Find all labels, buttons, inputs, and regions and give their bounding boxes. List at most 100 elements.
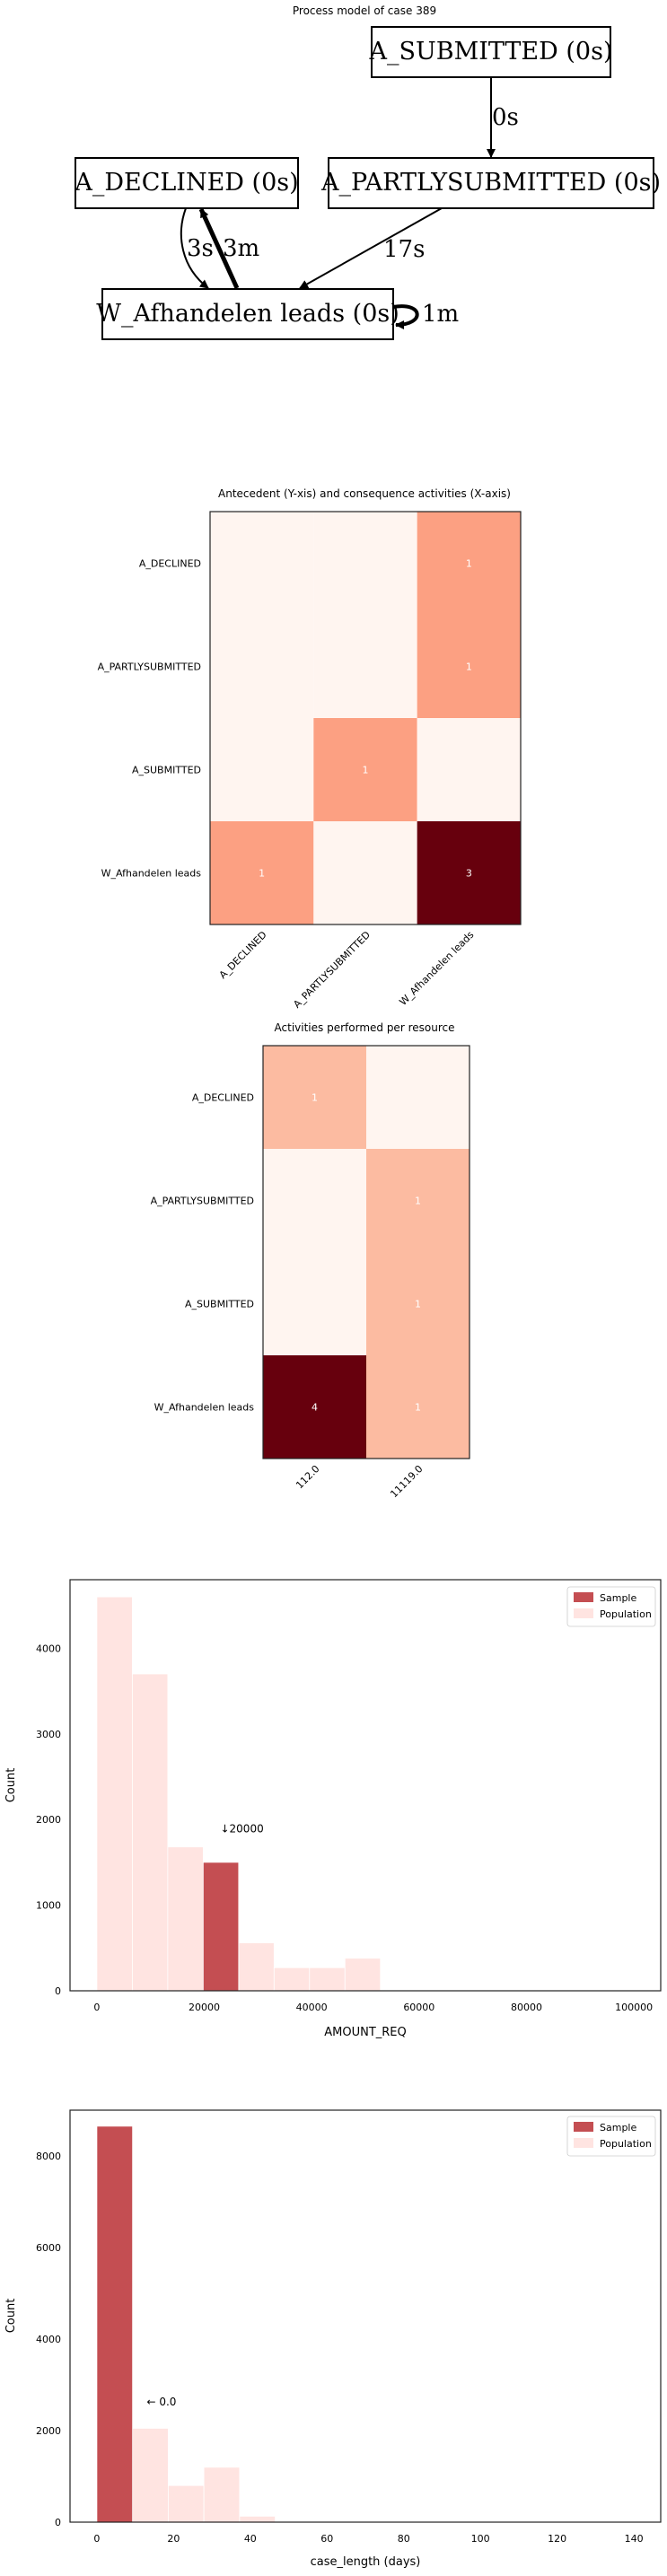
y-tick-label: 2000 [36, 2425, 61, 2437]
node-label: W_Afhandelen leads (0s) [96, 300, 399, 328]
bar-population [239, 2515, 276, 2523]
edge-declined-w [180, 207, 209, 289]
heatmap-cell-value: 1 [415, 1196, 421, 1207]
y-tick-label: A_PARTLYSUBMITTED [98, 662, 201, 673]
x-tick-label: 40000 [296, 2002, 328, 2013]
heatmap-cell [366, 1355, 470, 1459]
edge-label: 3s [187, 235, 214, 262]
x-tick-label: 60 [320, 2533, 333, 2545]
x-tick-label: W_Afhandelen leads [397, 929, 476, 1008]
y-tick-label: 0 [55, 1985, 61, 1997]
y-tick-label: W_Afhandelen leads [101, 868, 202, 880]
y-axis-label: Count [4, 1768, 18, 1803]
y-tick-label: A_DECLINED [192, 1092, 254, 1104]
heatmap-cell [417, 615, 521, 718]
x-tick-label: 140 [625, 2533, 644, 2545]
bar-population [96, 1596, 133, 1992]
edge-label: 0s [492, 104, 519, 131]
node-label: A_SUBMITTED (0s) [369, 38, 613, 66]
legend: Sample Population [566, 1586, 656, 1627]
heatmap-cell [263, 1149, 366, 1252]
process-model-graph: Process model of case 389 A_SUBMITTED (0… [74, 4, 661, 340]
heatmap-cell-value: 3 [466, 868, 472, 880]
bar-population [132, 2428, 169, 2523]
legend-label: Sample [600, 1592, 636, 1604]
node-a-partlysubmitted: A_PARTLYSUBMITTED (0s) [320, 157, 661, 209]
y-tick-label: 0 [55, 2517, 61, 2528]
node-label: A_DECLINED (0s) [74, 169, 298, 197]
bar-population [167, 2484, 205, 2523]
y-tick-label: 2000 [36, 1814, 61, 1826]
edge-label: 3m [223, 235, 259, 262]
heatmap-antecedent-consequence: Antecedent (Y-xis) and consequence activ… [98, 487, 522, 1011]
x-axis-label: case_length (days) [311, 2555, 421, 2569]
edge-label: 1m [422, 301, 459, 328]
heatmap-cell [263, 1046, 366, 1149]
edge-w-declined [198, 207, 240, 290]
legend: Sample Population [566, 2116, 656, 2157]
heatmap-cell [263, 1355, 366, 1459]
process-model-title: Process model of case 389 [293, 4, 436, 17]
y-tick-label: W_Afhandelen leads [154, 1402, 255, 1414]
edge-label: 17s [383, 236, 425, 263]
heatmap-cell-value: 1 [362, 765, 368, 776]
heatmap-cell [366, 1252, 470, 1355]
heatmap-cell [366, 1046, 470, 1149]
heatmap-cell-value: 4 [312, 1402, 318, 1414]
legend-swatch-sample [574, 2122, 593, 2132]
heatmap-cell-value: 1 [466, 558, 472, 570]
bar-population [309, 1967, 346, 1992]
x-tick-label: 60000 [403, 2002, 434, 2013]
y-tick-label: 4000 [36, 2334, 61, 2345]
heatmap-cell [210, 821, 314, 924]
x-tick-label: 20 [167, 2533, 180, 2545]
legend-swatch-population [574, 1608, 593, 1618]
bar-population [131, 1673, 169, 1992]
heatmap-frame [209, 511, 522, 925]
node-a-submitted: A_SUBMITTED (0s) [369, 26, 613, 78]
y-axis-label: Count [4, 2299, 18, 2334]
heatmap-cell [417, 718, 521, 821]
heatmap-cell [263, 1252, 366, 1355]
histogram-case-length: 0 20 40 60 80 100 120 140 0 2000 4000 6000 8000 ← 0… [4, 2109, 662, 2569]
heatmap-cell-value: 1 [312, 1092, 318, 1104]
x-tick-label: 40 [244, 2533, 257, 2545]
y-tick-label: A_SUBMITTED [132, 765, 201, 776]
x-tick-label: 80 [398, 2533, 410, 2545]
heatmap-frame [262, 1045, 470, 1459]
heatmap-cell [313, 718, 417, 821]
edge-w-self-loop [392, 304, 419, 329]
heatmap-cell [210, 512, 314, 615]
x-tick-label: 0 [93, 2002, 100, 2013]
plot-frame [69, 2109, 662, 2523]
heatmap-title: Activities performed per resource [275, 1021, 455, 1034]
heatmap-cell-value: 1 [466, 662, 472, 673]
chart-annotation: ← 0.0 [146, 2396, 176, 2408]
x-tick-label: 100 [471, 2533, 490, 2545]
x-tick-label: 0 [93, 2533, 100, 2545]
y-tick-label: A_DECLINED [139, 558, 201, 570]
bar-sample [202, 1862, 240, 1992]
heatmap-cell [417, 821, 521, 924]
y-tick-label: 6000 [36, 2242, 61, 2254]
bar-population [273, 1967, 311, 1992]
y-tick-label: 8000 [36, 2151, 61, 2162]
heatmap-cell [313, 615, 417, 718]
heatmap-cell [313, 821, 417, 924]
y-tick-label: 1000 [36, 1900, 61, 1912]
heatmap-cell [366, 1149, 470, 1252]
legend-label: Population [600, 1608, 652, 1620]
y-tick-label: 3000 [36, 1729, 61, 1740]
heatmap-cell-value: 1 [259, 868, 265, 880]
node-label: A_PARTLYSUBMITTED (0s) [320, 169, 661, 197]
x-tick-label: 120 [548, 2533, 566, 2545]
histogram-amount-req: 0 20000 40000 60000 80000 100000 0 1000 2000 300… [4, 1579, 662, 2039]
y-tick-label: 4000 [36, 1643, 61, 1654]
heatmap-cell [210, 615, 314, 718]
x-tick-label: 80000 [511, 2002, 542, 2013]
plot-frame [69, 1579, 662, 1992]
x-tick-label: 11119.0 [388, 1463, 425, 1500]
bar-sample [96, 2125, 134, 2523]
x-tick-label: A_PARTLYSUBMITTED [291, 929, 373, 1011]
